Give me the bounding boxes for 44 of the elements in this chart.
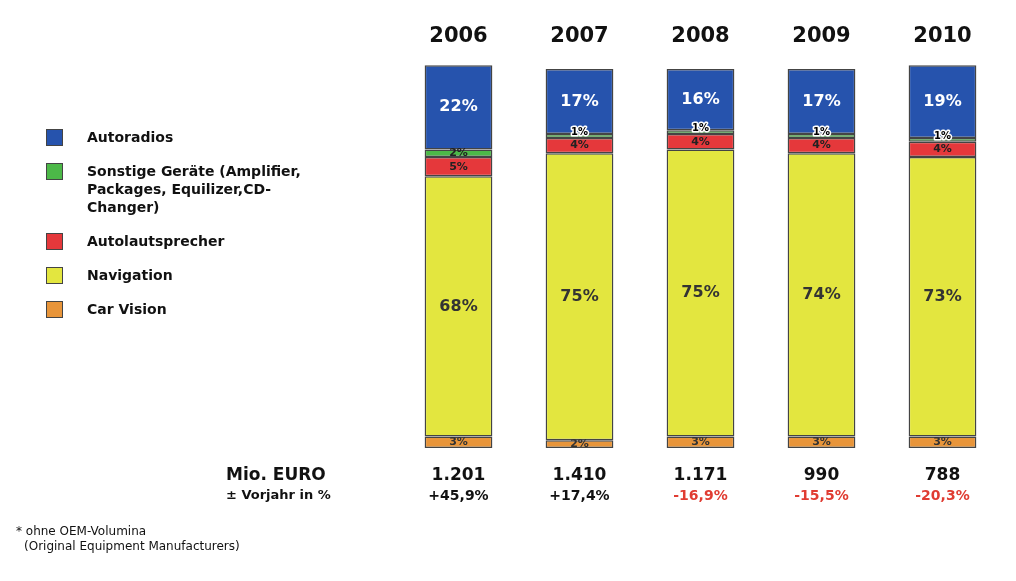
data-label: 3% xyxy=(691,435,710,449)
text: +17,4% xyxy=(549,486,610,503)
data-label: 3% xyxy=(812,435,831,449)
text: Mio. EURO xyxy=(226,464,326,485)
data-label: 75% xyxy=(560,285,599,305)
text: 788 xyxy=(924,464,961,485)
text: -20,3% xyxy=(915,486,970,503)
data-label: 75% xyxy=(681,282,720,302)
data-label: 2% xyxy=(570,437,589,451)
data-label: 4% xyxy=(812,138,831,152)
text: 1.410 xyxy=(552,464,607,485)
text: * ohne OEM-Volumina xyxy=(16,524,148,539)
data-label: 16% xyxy=(681,88,720,108)
data-label: 3% xyxy=(933,435,952,449)
text: +45,9% xyxy=(428,486,489,503)
data-label: 17% xyxy=(560,90,599,110)
legend-label: Autolautsprecher xyxy=(87,232,226,250)
data-label: 17% xyxy=(802,90,841,110)
legend-label: Sonstige Geräte (Amplifier, Packages, Equilizer,CD-Changer) xyxy=(87,162,302,216)
text: (Original Equipment Manufacturers) xyxy=(23,539,240,554)
x-tick-label: 2009 xyxy=(792,23,851,48)
data-label: 73% xyxy=(923,285,962,305)
text: -15,5% xyxy=(794,486,849,503)
x-tick-label: 2010 xyxy=(913,23,972,48)
data-label: 4% xyxy=(570,138,589,152)
data-label: 4% xyxy=(933,142,952,156)
data-label: 22% xyxy=(439,96,478,116)
data-label: 5% xyxy=(449,159,468,173)
text: 1.201 xyxy=(431,464,486,485)
text: 990 xyxy=(803,464,840,485)
data-label: 68% xyxy=(439,295,478,315)
data-label: 3% xyxy=(449,435,468,449)
text: 1.171 xyxy=(673,464,728,485)
data-label: 4% xyxy=(691,134,710,148)
legend-label: Car Vision xyxy=(87,300,168,318)
legend-label: Autoradios xyxy=(87,128,175,146)
data-label: 19% xyxy=(923,90,962,110)
data-label: 74% xyxy=(802,284,841,304)
x-tick-label: 2008 xyxy=(671,23,730,48)
text: -16,9% xyxy=(673,486,728,503)
legend-label: Navigation xyxy=(87,266,174,284)
x-tick-label: 2007 xyxy=(550,23,609,48)
x-tick-label: 2006 xyxy=(429,23,488,48)
text: ± Vorjahr in % xyxy=(226,487,331,503)
